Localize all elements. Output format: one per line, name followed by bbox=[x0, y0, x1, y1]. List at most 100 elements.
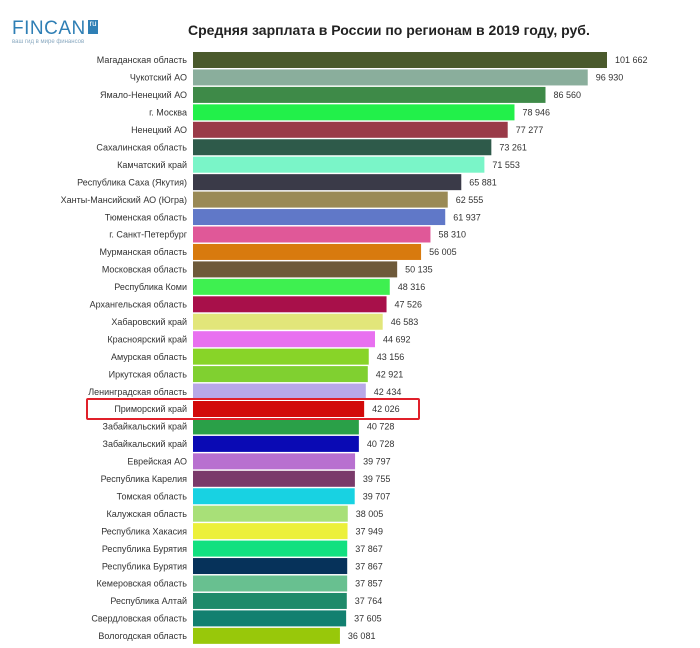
bar-0 bbox=[193, 52, 607, 68]
bar-9 bbox=[193, 209, 446, 226]
value-label-22: 40 728 bbox=[367, 439, 395, 449]
value-label-27: 37 949 bbox=[356, 526, 384, 536]
value-label-26: 38 005 bbox=[356, 509, 384, 519]
category-label-9: Тюменская область bbox=[105, 212, 188, 222]
value-label-12: 50 135 bbox=[405, 265, 433, 275]
bar-7 bbox=[193, 174, 462, 191]
value-label-18: 42 921 bbox=[376, 369, 404, 379]
bar-29 bbox=[193, 558, 348, 575]
category-label-19: Ленинградская область bbox=[88, 387, 187, 397]
value-label-2: 86 560 bbox=[554, 90, 582, 100]
category-label-5: Сахалинская область bbox=[96, 142, 187, 152]
bar-6 bbox=[193, 156, 485, 173]
value-label-32: 37 605 bbox=[354, 614, 382, 624]
category-label-20: Приморский край bbox=[114, 404, 187, 414]
category-label-27: Республика Хакасия bbox=[101, 526, 187, 536]
category-label-23: Еврейская АО bbox=[127, 457, 187, 467]
bar-19 bbox=[193, 383, 366, 400]
value-label-24: 39 755 bbox=[363, 474, 391, 484]
value-label-19: 42 434 bbox=[374, 387, 402, 397]
category-label-26: Калужская область bbox=[107, 509, 188, 519]
category-label-22: Забайкальский край bbox=[103, 439, 187, 449]
category-label-31: Республика Алтай bbox=[110, 596, 187, 606]
bar-26 bbox=[193, 505, 348, 522]
value-label-30: 37 857 bbox=[355, 579, 383, 589]
category-label-4: Ненецкий АО bbox=[131, 125, 187, 135]
category-label-16: Красноярский край bbox=[107, 334, 187, 344]
category-label-33: Вологодская область bbox=[98, 631, 187, 641]
category-label-32: Свердловская область bbox=[91, 614, 187, 624]
category-label-0: Магаданская область bbox=[97, 55, 188, 65]
value-label-14: 47 526 bbox=[395, 300, 423, 310]
value-label-23: 39 797 bbox=[363, 457, 391, 467]
category-label-3: г. Москва bbox=[149, 108, 187, 118]
value-label-33: 36 081 bbox=[348, 631, 376, 641]
value-label-5: 73 261 bbox=[499, 142, 527, 152]
fincan-logo: FINCAN ru ваш гид в мире финансов bbox=[12, 18, 102, 46]
logo-badge: ru bbox=[88, 20, 98, 34]
value-label-7: 65 881 bbox=[469, 177, 497, 187]
bar-24 bbox=[193, 470, 355, 487]
bar-25 bbox=[193, 488, 355, 505]
category-label-10: г. Санкт-Петербург bbox=[109, 230, 187, 240]
value-label-0: 101 662 bbox=[615, 55, 648, 65]
bar-18 bbox=[193, 366, 368, 383]
value-label-6: 71 553 bbox=[492, 160, 520, 170]
highlight-frame-primorsky bbox=[86, 398, 420, 420]
bar-4 bbox=[193, 121, 508, 138]
bar-21 bbox=[193, 418, 359, 435]
bar-8 bbox=[193, 191, 448, 208]
value-label-11: 56 005 bbox=[429, 247, 457, 257]
chart-title: Средняя зарплата в России по регионам в … bbox=[188, 22, 590, 38]
category-label-11: Мурманская область bbox=[99, 247, 187, 257]
value-label-3: 78 946 bbox=[522, 108, 550, 118]
category-label-1: Чукотский АО bbox=[130, 73, 187, 83]
bar-32 bbox=[193, 610, 347, 627]
value-label-28: 37 867 bbox=[355, 544, 383, 554]
bar-15 bbox=[193, 313, 383, 330]
bar-2 bbox=[193, 86, 546, 103]
bar-20 bbox=[193, 401, 365, 417]
bar-31 bbox=[193, 592, 347, 609]
category-label-14: Архангельская область bbox=[90, 300, 188, 310]
value-label-17: 43 156 bbox=[377, 352, 405, 362]
bar-16 bbox=[193, 331, 375, 348]
value-label-29: 37 867 bbox=[355, 561, 383, 571]
bar-33 bbox=[193, 627, 340, 644]
value-label-1: 96 930 bbox=[596, 73, 624, 83]
bar-3 bbox=[193, 104, 515, 121]
bar-27 bbox=[193, 523, 348, 540]
value-label-13: 48 316 bbox=[398, 282, 426, 292]
logo-text: FINCAN bbox=[12, 18, 86, 39]
category-label-18: Иркутская область bbox=[109, 369, 188, 379]
value-label-16: 44 692 bbox=[383, 334, 411, 344]
bar-5 bbox=[193, 139, 492, 156]
category-label-28: Республика Бурятия bbox=[102, 544, 187, 554]
value-label-25: 39 707 bbox=[363, 491, 391, 501]
category-label-6: Камчатский край bbox=[117, 160, 187, 170]
bar-22 bbox=[193, 435, 359, 452]
value-label-31: 37 764 bbox=[355, 596, 383, 606]
value-label-4: 77 277 bbox=[516, 125, 544, 135]
category-label-7: Республика Саха (Якутия) bbox=[77, 177, 187, 187]
bar-14 bbox=[193, 296, 387, 313]
bar-12 bbox=[193, 261, 398, 278]
value-label-9: 61 937 bbox=[453, 212, 481, 222]
category-label-25: Томская область bbox=[117, 491, 188, 501]
category-label-29: Республика Бурятия bbox=[102, 561, 187, 571]
value-label-10: 58 310 bbox=[438, 230, 466, 240]
value-label-21: 40 728 bbox=[367, 422, 395, 432]
category-label-21: Забайкальский край bbox=[103, 422, 187, 432]
value-label-15: 46 583 bbox=[391, 317, 419, 327]
bar-17 bbox=[193, 348, 369, 365]
category-label-8: Ханты-Мансийский АО (Югра) bbox=[61, 195, 187, 205]
category-label-17: Амурская область bbox=[111, 352, 187, 362]
bar-1 bbox=[193, 69, 588, 86]
category-label-13: Республика Коми bbox=[114, 282, 187, 292]
category-label-30: Кемеровская область bbox=[97, 579, 188, 589]
value-label-8: 62 555 bbox=[456, 195, 484, 205]
bar-23 bbox=[193, 453, 356, 470]
category-label-2: Ямало-Ненецкий АО bbox=[100, 90, 187, 100]
bar-30 bbox=[193, 575, 348, 592]
